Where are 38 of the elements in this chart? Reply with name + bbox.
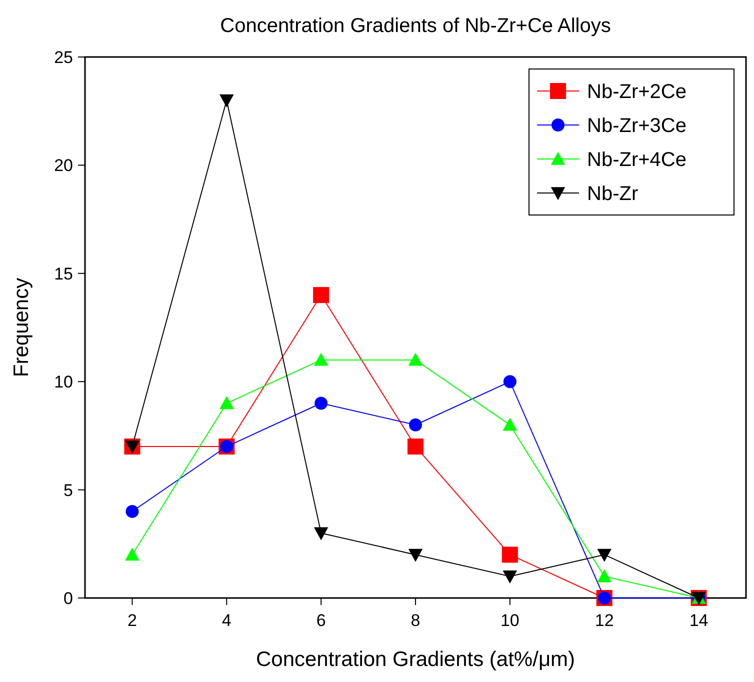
point bbox=[313, 287, 330, 304]
point bbox=[503, 375, 516, 388]
x-tick-label: 6 bbox=[316, 611, 326, 630]
point bbox=[408, 548, 423, 562]
point bbox=[502, 546, 518, 563]
y-tick-label: 5 bbox=[64, 480, 73, 500]
legend-label: Nb-Zr+4Ce bbox=[587, 149, 686, 171]
point bbox=[502, 418, 518, 431]
x-tick-label: 10 bbox=[500, 611, 520, 630]
point bbox=[408, 352, 423, 366]
point bbox=[314, 352, 328, 366]
point bbox=[409, 418, 422, 432]
point bbox=[314, 396, 328, 410]
point bbox=[597, 569, 612, 582]
point bbox=[502, 570, 518, 584]
point bbox=[597, 548, 612, 562]
x-tick-label: 12 bbox=[594, 611, 614, 630]
legend-label: Nb-Zr+2Ce bbox=[587, 81, 686, 103]
y-tick-label: 20 bbox=[54, 156, 73, 176]
point bbox=[408, 438, 424, 455]
x-tick-label: 2 bbox=[127, 611, 137, 630]
legend-label: Nb-Zr bbox=[587, 183, 638, 205]
x-tick-label: 8 bbox=[410, 611, 420, 630]
y-tick-label: 25 bbox=[54, 48, 73, 67]
point bbox=[314, 527, 328, 540]
chart-title: Concentration Gradients of Nb-Zr+Ce Alloys bbox=[220, 15, 611, 37]
y-tick-label: 15 bbox=[54, 264, 73, 284]
point bbox=[125, 548, 140, 561]
y-tick-label: 0 bbox=[64, 589, 73, 608]
y-tick-label: 10 bbox=[54, 372, 73, 392]
x-tick-label: 14 bbox=[689, 611, 708, 630]
x-tick-label: 4 bbox=[222, 611, 232, 630]
legend-label: Nb-Zr+3Ce bbox=[587, 115, 686, 137]
point bbox=[219, 396, 234, 410]
point bbox=[126, 504, 139, 518]
point bbox=[219, 94, 234, 108]
x-axis-title: Concentration Gradients (at%/μm) bbox=[256, 648, 576, 671]
y-axis-title: Frequency bbox=[10, 277, 33, 378]
